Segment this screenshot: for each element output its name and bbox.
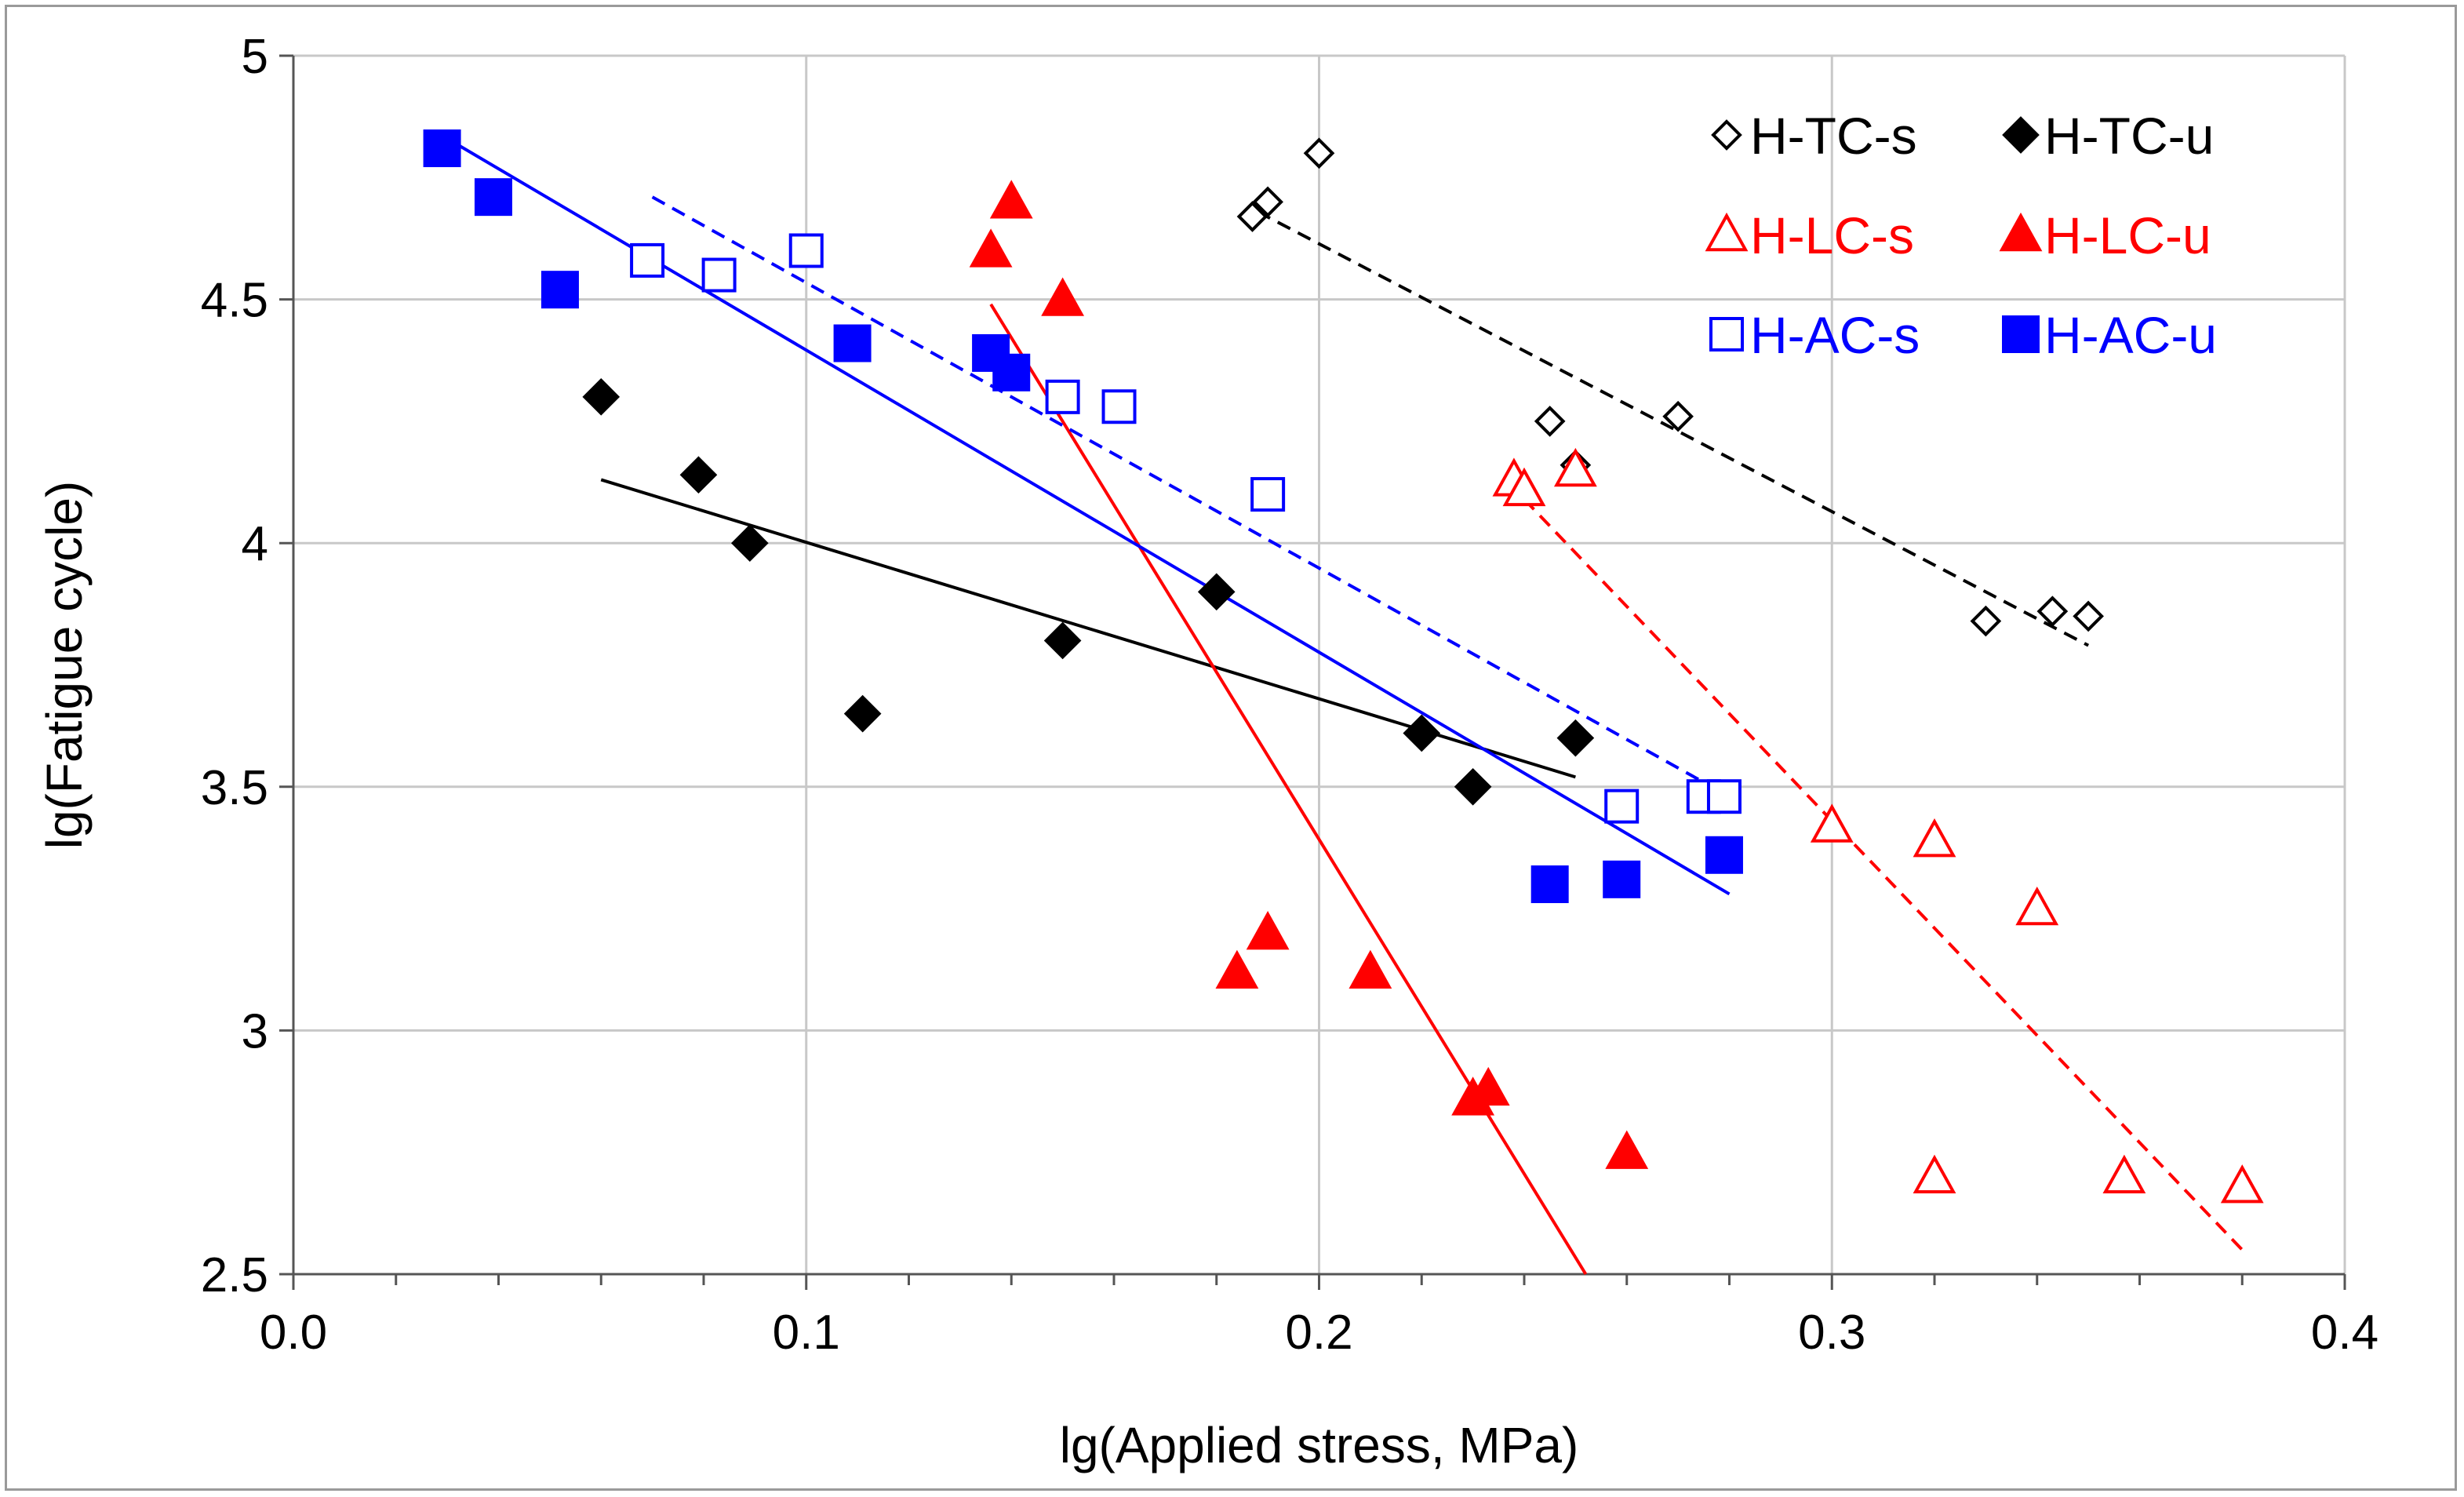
- x-tick-label: 0.1: [773, 1306, 840, 1360]
- point-h-lc-u: [1466, 1066, 1510, 1106]
- chart-frame: 2.5 3 3.5 4 4.5 5 0.0 0.1 0.2 0.3 0.4 lg(Applied s…: [5, 5, 2457, 1491]
- point-h-tc-u: [843, 694, 882, 733]
- point-h-ac-u: [1705, 836, 1743, 874]
- point-h-ac-u: [972, 333, 1010, 372]
- point-h-ac-u: [474, 178, 512, 217]
- legend-label-h-lc-u: H-LC-u: [2044, 206, 2211, 264]
- y-tick-label: 3.5: [201, 761, 268, 815]
- point-h-lc-s: [1913, 1154, 1956, 1193]
- x-tick-label: 0.4: [2311, 1306, 2378, 1360]
- point-h-ac-u: [540, 271, 579, 309]
- legend-marker-h-ac-u: [2002, 315, 2040, 353]
- point-h-lc-s: [2220, 1164, 2264, 1204]
- point-h-ac-s: [1604, 789, 1640, 824]
- grid: [293, 54, 2346, 1274]
- point-h-lc-u: [1348, 949, 1392, 989]
- point-h-tc-s: [2036, 596, 2069, 627]
- legend-label-h-ac-s: H-AC-s: [1750, 306, 1920, 364]
- point-h-lc-u: [989, 180, 1033, 219]
- trend-lines: [446, 137, 2244, 1276]
- point-h-ac-s: [788, 233, 824, 268]
- x-tick-label: 0.3: [1798, 1306, 1865, 1360]
- point-h-ac-s: [630, 242, 665, 278]
- legend-marker-h-tc-s: [1711, 119, 1742, 151]
- legend-marker-h-lc-u: [1999, 212, 2043, 252]
- point-h-lc-s: [2015, 886, 2059, 926]
- point-h-ac-s: [701, 257, 737, 293]
- point-h-lc-u: [1605, 1130, 1649, 1169]
- legend-label-h-ac-u: H-AC-u: [2044, 306, 2217, 364]
- legend: H-TC-s H-TC-u H-LC-s H-LC-u H-AC-s H-AC-u: [1705, 107, 2217, 364]
- legend-marker-h-lc-s: [1705, 212, 1749, 252]
- point-h-tc-s: [1534, 406, 1566, 437]
- point-h-tc-s: [2073, 600, 2104, 632]
- point-h-tc-u: [1197, 573, 1236, 611]
- point-h-lc-u: [969, 228, 1013, 268]
- point-h-tc-u: [582, 378, 621, 416]
- y-tick-label: 3: [242, 1004, 268, 1058]
- y-axis-title: lg(Fatigue cycle): [36, 481, 93, 850]
- y-tick-label: 4.5: [201, 274, 268, 328]
- y-tick-label: 4: [242, 517, 268, 571]
- point-h-lc-u: [1215, 949, 1259, 989]
- point-h-ac-s: [1045, 379, 1080, 414]
- tick-labels: 2.5 3 3.5 4 4.5 5 0.0 0.1 0.2 0.3 0.4: [201, 30, 2378, 1360]
- point-h-ac-u: [1603, 860, 1641, 898]
- point-h-tc-u: [1043, 621, 1082, 660]
- point-h-tc-u: [1454, 767, 1492, 806]
- point-h-lc-s: [2102, 1154, 2146, 1193]
- point-h-tc-u: [679, 456, 718, 494]
- point-h-ac-u: [1530, 865, 1569, 904]
- data-points: [423, 129, 2264, 1204]
- y-tick-label: 5: [242, 30, 268, 84]
- point-h-tc-s: [1252, 186, 1283, 218]
- y-tick-label: 2.5: [201, 1248, 268, 1302]
- point-h-lc-s: [1553, 447, 1597, 487]
- x-tick-label: 0.0: [260, 1306, 327, 1360]
- point-h-tc-u: [1403, 714, 1441, 752]
- point-h-lc-s: [1810, 803, 1854, 843]
- point-h-lc-s: [1502, 467, 1546, 507]
- trend-line-h-ac-s: [651, 195, 1731, 798]
- point-h-tc-u: [1556, 719, 1595, 757]
- trend-line-h-lc-s: [1523, 497, 2244, 1251]
- legend-marker-h-ac-s: [1709, 317, 1744, 351]
- trend-line-h-lc-u: [989, 303, 1588, 1276]
- point-h-ac-s: [1250, 477, 1286, 512]
- point-h-tc-s: [1303, 137, 1335, 169]
- legend-label-h-tc-s: H-TC-s: [1750, 107, 1917, 165]
- point-h-lc-u: [1041, 277, 1085, 316]
- legend-label-h-tc-u: H-TC-u: [2044, 107, 2214, 165]
- x-tick-label: 0.2: [1285, 1306, 1352, 1360]
- legend-marker-h-tc-u: [2002, 116, 2040, 154]
- point-h-lc-u: [1246, 911, 1290, 950]
- point-h-tc-s: [1236, 201, 1268, 232]
- point-h-ac-s: [1101, 389, 1137, 424]
- point-h-ac-u: [833, 324, 872, 362]
- legend-label-h-lc-s: H-LC-s: [1750, 206, 1914, 264]
- x-axis-title: lg(Applied stress, MPa): [1060, 1417, 1579, 1473]
- trend-line-h-tc-s: [1257, 210, 2090, 647]
- point-h-tc-s: [1970, 605, 2002, 637]
- point-h-ac-u: [423, 129, 461, 168]
- point-h-lc-s: [1913, 818, 1956, 858]
- axes: [279, 54, 2346, 1290]
- point-h-ac-u: [992, 353, 1031, 392]
- point-h-tc-u: [731, 524, 769, 563]
- point-h-ac-s: [1706, 779, 1742, 814]
- point-h-tc-s: [1662, 400, 1694, 432]
- scatter-chart: 2.5 3 3.5 4 4.5 5 0.0 0.1 0.2 0.3 0.4 lg(Applied s…: [36, 30, 2378, 1473]
